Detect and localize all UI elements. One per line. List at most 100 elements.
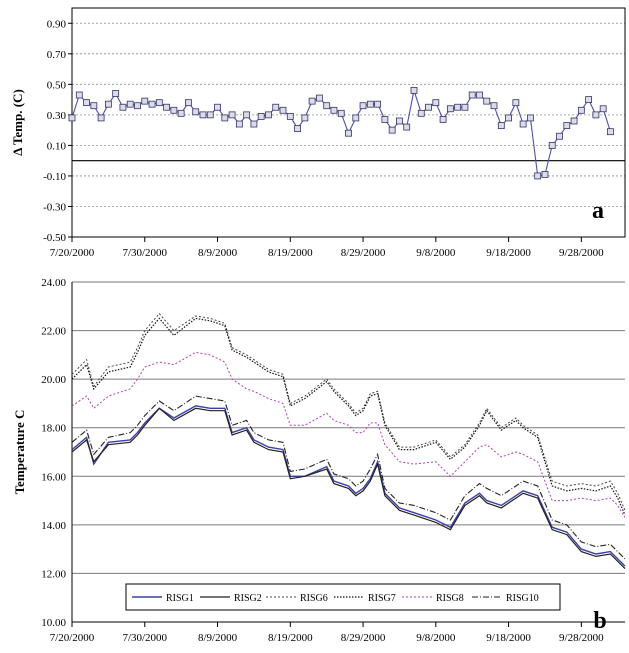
data-point [155,99,163,107]
panel-label-a: a [592,198,604,224]
data-point [592,111,600,119]
x-tick-label: 8/19/2000 [268,247,313,259]
y-tick-label: 0.50 [47,79,67,91]
data-point [286,112,294,120]
x-tick-label: 8/29/2000 [341,632,386,644]
data-point [534,172,542,180]
series-line-risg7 [71,317,626,516]
legend-label: RISG7 [368,593,396,604]
data-point [163,103,170,111]
x-tick-label: 9/18/2000 [486,632,531,644]
data-point [556,132,563,140]
data-point [396,117,403,125]
data-point [83,99,90,107]
y-tick-label: 14.00 [41,520,66,532]
data-point [541,171,549,178]
data-point [221,114,229,122]
x-tick-label: 7/20/2000 [50,632,95,644]
data-point [126,100,134,108]
data-point [461,103,469,111]
data-point [476,91,483,99]
data-point [607,128,614,136]
data-point [148,100,156,108]
data-point [352,114,360,122]
data-point [315,94,323,102]
series-line-risg1 [71,405,626,567]
data-point [170,106,178,114]
data-point [563,122,571,129]
x-tick-label: 9/18/2000 [486,247,531,259]
legend-label: RISG1 [166,593,194,604]
data-point [112,90,120,97]
data-point [272,103,280,111]
data-point [279,106,287,114]
x-tick-label: 8/9/2000 [198,247,238,259]
y-tick-label: -0.30 [43,201,66,213]
x-tick-label: 9/28/2000 [559,247,604,259]
series-line-risg2 [71,407,626,570]
data-point [294,125,301,133]
data-point [301,114,309,122]
data-point [527,114,534,122]
panel-b-temperature-chart: 10.00 12.00 14.00 16.00 18.00 20.00 22.00 24.00… [12,277,626,644]
legend-label: RISG2 [234,593,262,604]
y-tick-label: 0.30 [47,110,67,122]
data-point [468,91,476,99]
y-tick-label: 24.00 [41,277,66,289]
data-point [585,96,593,103]
data-point [199,111,207,119]
x-tick-label: 8/29/2000 [341,247,386,259]
data-point [337,109,345,117]
panel-a-delta-temp-chart: -0.50 -0.30 -0.10 0.10 0.30 0.50 0.70 0.90 7/20/… [10,7,626,259]
plot-frame [71,7,626,238]
data-point [570,117,578,125]
legend-label: RISG8 [436,593,464,604]
x-tick-label: 8/9/2000 [198,632,238,644]
data-point [104,100,112,108]
data-point [417,109,425,117]
data-point [119,103,127,111]
legend-label: RISG6 [300,593,328,604]
y-tick-label: 0.10 [47,140,67,152]
x-tick-label: 9/8/2000 [416,247,456,259]
data-point [410,87,418,94]
x-tick-label: 7/30/2000 [122,247,167,259]
series-line-risg6 [71,312,626,511]
series-line-risg10 [71,395,626,560]
x-tick-label: 9/8/2000 [416,632,456,644]
y-tick-label: -0.50 [43,232,66,244]
data-point [439,116,447,123]
data-point [265,111,272,119]
data-point [388,126,396,134]
data-point [177,109,185,117]
data-point [403,123,411,131]
data-point [141,97,149,105]
data-point [577,106,585,114]
series-line-risg8 [71,351,626,518]
y-tick-label: 10.00 [41,617,66,629]
y-tick-label: 0.90 [47,18,67,30]
data-point [243,111,251,119]
data-point [345,129,352,137]
y-tick-label: 0.70 [47,49,67,61]
data-point [599,105,607,113]
data-point [432,99,440,107]
data-point [497,122,505,129]
data-point [68,114,76,122]
data-point [454,103,462,111]
y-tick-label: 12.00 [41,568,66,580]
y-axis-title: Δ Temp. (C) [10,89,25,156]
y-tick-label: 20.00 [41,374,66,386]
data-point [490,102,498,110]
data-point [512,99,520,107]
data-point [323,102,331,110]
data-point [214,103,221,111]
data-point [330,106,338,114]
data-point [308,97,316,105]
x-tick-label: 8/19/2000 [268,632,313,644]
data-point [75,91,83,99]
x-tick-label: 9/28/2000 [559,632,604,644]
y-tick-label: 16.00 [41,471,66,483]
data-point [206,111,214,119]
